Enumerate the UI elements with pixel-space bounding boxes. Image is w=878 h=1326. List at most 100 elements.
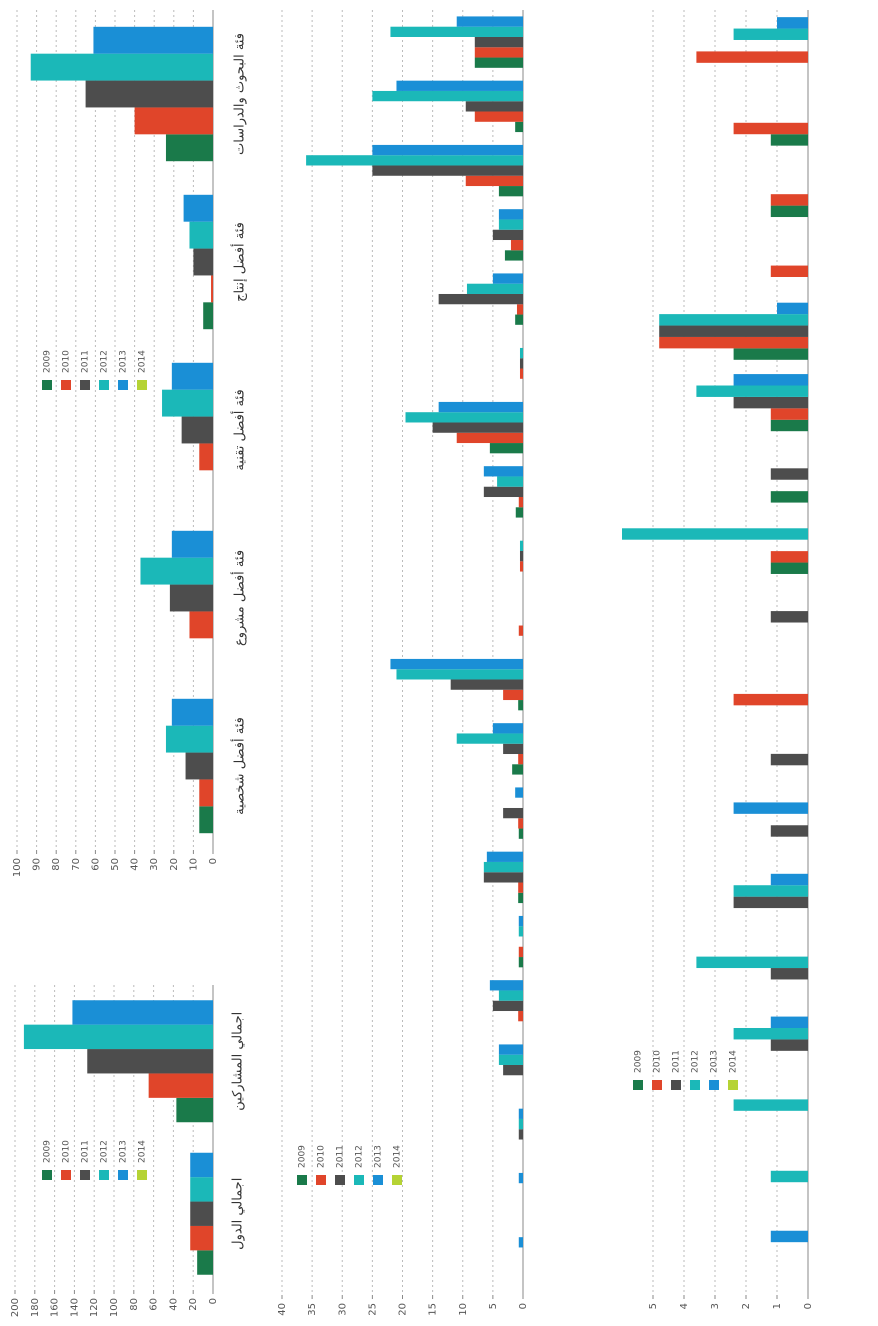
bar xyxy=(489,980,523,991)
bar xyxy=(733,122,808,135)
bar xyxy=(456,733,523,744)
bar xyxy=(696,51,808,63)
tick-label: 90 xyxy=(32,858,43,871)
bar xyxy=(518,1011,523,1022)
legend-label: 2009 xyxy=(634,1050,644,1073)
tick-label: 4 xyxy=(679,1303,690,1309)
bar xyxy=(518,926,523,937)
bar xyxy=(770,194,808,206)
bar xyxy=(518,754,523,765)
bar xyxy=(306,155,523,166)
bar xyxy=(93,26,213,54)
bar xyxy=(497,476,523,487)
bar xyxy=(518,957,523,968)
bar xyxy=(87,1049,213,1074)
bar xyxy=(498,186,523,197)
bar xyxy=(518,946,523,958)
bar xyxy=(515,787,523,798)
tick-label: 40 xyxy=(168,1298,179,1311)
legend-label: 2011 xyxy=(336,1145,346,1168)
legend-label: 2011 xyxy=(672,1050,682,1073)
legend-swatch xyxy=(690,1080,700,1090)
bar xyxy=(189,611,213,639)
legend-swatch xyxy=(709,1080,719,1090)
tick-label: 10 xyxy=(458,1303,469,1316)
bar xyxy=(162,389,213,417)
bar xyxy=(518,1237,523,1248)
legend-swatch xyxy=(61,1170,71,1180)
legend-label: 2012 xyxy=(691,1050,701,1073)
legend-label: 2011 xyxy=(81,350,91,373)
bar xyxy=(503,807,523,819)
bar xyxy=(659,325,808,337)
bar xyxy=(518,1129,523,1140)
legend-label: 2009 xyxy=(298,1145,308,1168)
legend-swatch xyxy=(137,1170,147,1180)
bar xyxy=(483,466,523,477)
bar xyxy=(770,873,808,886)
bar xyxy=(518,625,523,636)
bar xyxy=(503,1064,523,1076)
bar xyxy=(483,861,523,873)
bar xyxy=(474,57,523,68)
tick-label: 20 xyxy=(188,1298,199,1311)
bar xyxy=(181,416,213,444)
bar xyxy=(199,806,213,834)
legend-swatch xyxy=(80,1170,90,1180)
bar xyxy=(733,802,808,814)
bar xyxy=(518,818,523,829)
bar xyxy=(770,205,808,218)
legend-swatch xyxy=(652,1080,662,1090)
bar xyxy=(519,550,523,562)
bar xyxy=(171,530,213,558)
legend-swatch xyxy=(99,380,109,390)
bar xyxy=(176,1097,213,1123)
legend-label: 2013 xyxy=(374,1145,384,1168)
bar xyxy=(372,165,523,176)
bar xyxy=(193,248,213,276)
bar xyxy=(515,314,523,325)
bar xyxy=(492,229,523,241)
bar xyxy=(622,528,808,540)
bar xyxy=(659,336,808,349)
bar xyxy=(390,658,523,670)
bar xyxy=(770,408,808,420)
category-label: اجمالي الدول xyxy=(231,1178,246,1250)
bar xyxy=(770,419,808,432)
legend-label: 2009 xyxy=(43,350,53,373)
bar xyxy=(492,273,523,284)
bar xyxy=(518,1172,523,1184)
bar xyxy=(85,80,213,108)
category-label: فئة أفضل تقنية xyxy=(231,389,248,470)
bar xyxy=(733,896,808,909)
legend-label: 2014 xyxy=(138,1140,148,1163)
tick-label: 40 xyxy=(130,858,141,871)
bar xyxy=(503,689,523,701)
tick-label: 60 xyxy=(149,1298,160,1311)
tick-label: 60 xyxy=(90,858,101,871)
tick-label: 100 xyxy=(109,1298,120,1317)
bar xyxy=(405,412,523,423)
bar xyxy=(183,194,213,222)
bar xyxy=(770,1230,808,1243)
legend-swatch xyxy=(137,380,147,390)
legend-label: 2013 xyxy=(119,350,129,373)
bar xyxy=(518,497,523,508)
bar xyxy=(165,725,213,753)
tick-label: 180 xyxy=(30,1298,41,1317)
bar xyxy=(518,700,523,711)
tick-label: 30 xyxy=(149,858,160,871)
tick-label: 0 xyxy=(803,1303,814,1309)
tick-label: 1 xyxy=(772,1303,783,1309)
category-label: اجمالي المشاركين xyxy=(231,1012,246,1111)
legend-swatch xyxy=(42,1170,52,1180)
bar xyxy=(770,825,808,837)
bar xyxy=(185,752,213,780)
legend-label: 2013 xyxy=(119,1140,129,1163)
bar xyxy=(733,348,808,360)
tick-label: 10 xyxy=(188,858,199,871)
legend-label: 2009 xyxy=(43,1140,53,1163)
bar xyxy=(770,134,808,146)
legend-swatch xyxy=(99,1170,109,1180)
tick-label: 20 xyxy=(169,858,180,871)
